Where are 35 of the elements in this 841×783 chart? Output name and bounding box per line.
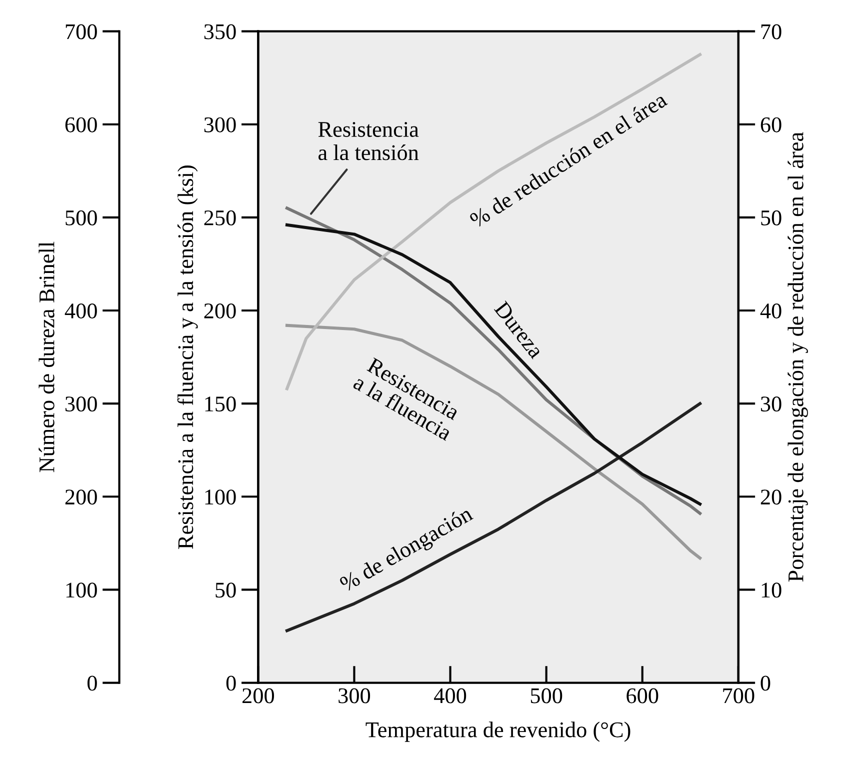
y2-tick-label: 70 [761, 24, 782, 40]
x-tick-label: 700 [723, 688, 754, 704]
y2-tick-label: 0 [760, 676, 770, 691]
y3-tick-label: 400 [64, 303, 97, 318]
y-tick-label: 250 [204, 210, 236, 226]
y3-tick-label: 500 [66, 210, 97, 226]
y3-axis-title: Número de dureza Brinell [38, 242, 54, 472]
y-tick-label: 100 [205, 490, 236, 505]
annotation: Resistencia a la tensión [318, 122, 419, 160]
y2-tick-label: 10 [762, 582, 782, 598]
y2-tick-label: 20 [760, 490, 782, 505]
y-tick-label: 50 [216, 582, 236, 598]
x-tick-label: 300 [338, 688, 370, 704]
y-tick-label: 150 [205, 396, 236, 412]
y3-tick-label: 200 [65, 490, 97, 505]
y2-tick-label: 50 [761, 210, 782, 226]
y-tick-label: 0 [226, 676, 236, 691]
y2-tick-label: 60 [760, 117, 782, 132]
x-tick-label: 600 [626, 688, 658, 704]
x-tick-label: 500 [530, 688, 562, 704]
y2-tick-label: 30 [760, 396, 782, 412]
x-axis-title: Temperatura de revenido (°C) [366, 722, 630, 742]
y-tick-label: 300 [204, 117, 236, 132]
y-tick-label: 350 [204, 24, 236, 40]
y3-tick-label: 600 [65, 117, 97, 132]
x-tick-label: 200 [242, 688, 274, 704]
y2-tick-label: 40 [760, 303, 782, 318]
y2-axis-title: Porcentaje de elongación y de reducción en el área [788, 132, 808, 582]
y3-tick-label: 300 [66, 396, 97, 412]
y-tick-label: 200 [204, 303, 236, 318]
x-tick-label: 400 [434, 688, 466, 704]
y3-tick-label: 100 [66, 582, 97, 598]
y3-tick-label: 700 [66, 24, 97, 40]
y3-tick-label: 0 [88, 676, 97, 691]
y-axis-title: Resistencia a la fluencia y a la tensión (ksi) [177, 166, 198, 549]
